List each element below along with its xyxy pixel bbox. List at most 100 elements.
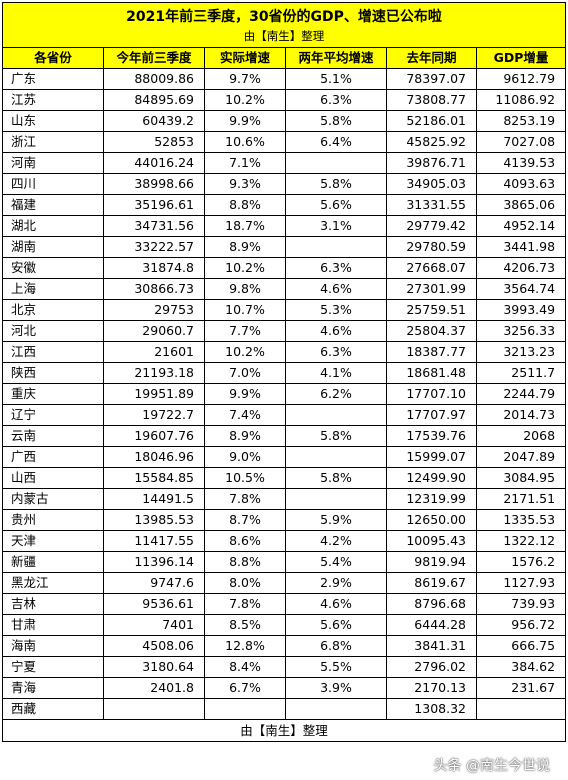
cell-province: 宁夏 [2,656,104,678]
cell-two-year-avg: 5.8% [285,467,387,489]
cell-two-year-avg: 6.2% [285,383,387,405]
cell-gdp-2020: 78397.07 [386,68,477,90]
cell-gdp-increase: 3213.23 [475,341,567,363]
cell-province: 江西 [2,341,104,363]
cell-real-growth: 8.4% [204,656,286,678]
cell-gdp-2020: 3841.31 [386,635,477,657]
cell-gdp-2021: 11396.14 [103,551,205,573]
column-header-two-year-avg: 两年平均增速 [285,47,387,69]
table-row: 天津 11417.55 8.6% 4.2% 10095.43 1322.12 [2,530,567,552]
cell-real-growth: 10.2% [204,89,286,111]
cell-two-year-avg: 5.8% [285,425,387,447]
cell-gdp-2020: 12319.99 [386,488,477,510]
cell-two-year-avg: 4.1% [285,362,387,384]
cell-gdp-2020: 1308.32 [386,698,477,720]
cell-province: 贵州 [2,509,104,531]
cell-gdp-increase: 956.72 [475,614,567,636]
cell-gdp-2021: 3180.64 [103,656,205,678]
table-row: 重庆 19951.89 9.9% 6.2% 17707.10 2244.79 [2,383,567,405]
cell-real-growth: 9.0% [204,446,286,468]
cell-gdp-increase: 1335.53 [475,509,567,531]
cell-gdp-increase: 8253.19 [475,110,567,132]
cell-province: 黑龙江 [2,572,104,594]
cell-gdp-2021: 4508.06 [103,635,205,657]
cell-real-growth: 7.1% [204,152,286,174]
cell-gdp-increase: 4139.53 [475,152,567,174]
cell-gdp-increase: 3256.33 [475,320,567,342]
table-row: 福建 35196.61 8.8% 5.6% 31331.55 3865.06 [2,194,567,216]
cell-province: 广西 [2,446,104,468]
cell-gdp-2021: 19722.7 [103,404,205,426]
cell-gdp-2021: 31874.8 [103,257,205,279]
cell-gdp-2020: 10095.43 [386,530,477,552]
table-row: 云南 19607.76 8.9% 5.8% 17539.76 2068 [2,425,567,447]
cell-two-year-avg: 5.8% [285,110,387,132]
cell-two-year-avg: 4.6% [285,278,387,300]
cell-province: 安徽 [2,257,104,279]
cell-gdp-increase: 2171.51 [475,488,567,510]
cell-two-year-avg: 5.5% [285,656,387,678]
cell-gdp-increase: 4093.63 [475,173,567,195]
watermark-text: 头条 @南生今世说 [433,758,550,774]
cell-two-year-avg: 4.2% [285,530,387,552]
cell-province: 山西 [2,467,104,489]
cell-real-growth: 7.8% [204,593,286,615]
cell-gdp-2021: 13985.53 [103,509,205,531]
cell-gdp-2021: 34731.56 [103,215,205,237]
cell-gdp-2020: 25759.51 [386,299,477,321]
cell-province: 青海 [2,677,104,699]
cell-gdp-increase: 2244.79 [475,383,567,405]
cell-real-growth [204,698,286,720]
cell-real-growth: 8.7% [204,509,286,531]
cell-gdp-increase: 384.62 [475,656,567,678]
cell-real-growth: 10.7% [204,299,286,321]
cell-real-growth: 7.4% [204,404,286,426]
cell-real-growth: 8.9% [204,425,286,447]
cell-province: 北京 [2,299,104,321]
cell-province: 湖南 [2,236,104,258]
cell-real-growth: 8.8% [204,194,286,216]
gdp-sheet: 2021年前三季度，30省份的GDP、增速已公布啦 由【南生】整理 各省份 今年… [1,2,567,742]
cell-two-year-avg: 5.8% [285,173,387,195]
cell-province: 上海 [2,278,104,300]
table-row: 湖北 34731.56 18.7% 3.1% 29779.42 4952.14 [2,215,567,237]
cell-gdp-2021 [103,698,205,720]
cell-two-year-avg: 4.6% [285,320,387,342]
cell-gdp-increase [475,698,567,720]
cell-gdp-2020: 17707.97 [386,404,477,426]
cell-province: 山东 [2,110,104,132]
table-row: 安徽 31874.8 10.2% 6.3% 27668.07 4206.73 [2,257,567,279]
cell-real-growth: 8.9% [204,236,286,258]
cell-gdp-2020: 15999.07 [386,446,477,468]
cell-gdp-2020: 17707.10 [386,383,477,405]
table-row: 江苏 84895.69 10.2% 6.3% 73808.77 11086.92 [2,89,567,111]
cell-gdp-2021: 18046.96 [103,446,205,468]
cell-gdp-2021: 30866.73 [103,278,205,300]
title-cell: 2021年前三季度，30省份的GDP、增速已公布啦 由【南生】整理 [1,2,567,48]
footer-row: 由【南生】整理 [1,719,567,742]
cell-two-year-avg [285,446,387,468]
table-row: 湖南 33222.57 8.9% 29780.59 3441.98 [2,236,567,258]
cell-gdp-2021: 15584.85 [103,467,205,489]
cell-real-growth: 9.8% [204,278,286,300]
cell-two-year-avg: 6.3% [285,341,387,363]
cell-real-growth: 10.2% [204,257,286,279]
cell-real-growth: 12.8% [204,635,286,657]
cell-gdp-increase: 1127.93 [475,572,567,594]
cell-gdp-2020: 2796.02 [386,656,477,678]
table-row: 北京 29753 10.7% 5.3% 25759.51 3993.49 [2,299,567,321]
cell-gdp-2021: 11417.55 [103,530,205,552]
cell-gdp-2020: 2170.13 [386,677,477,699]
cell-gdp-increase: 4206.73 [475,257,567,279]
header-row: 各省份 今年前三季度 实际增速 两年平均增速 去年同期 GDP增量 [2,47,567,69]
cell-province: 西藏 [2,698,104,720]
table-row: 吉林 9536.61 7.8% 4.6% 8796.68 739.93 [2,593,567,615]
watermark: 头条 @南生今世说 [0,752,568,780]
table-row: 山东 60439.2 9.9% 5.8% 52186.01 8253.19 [2,110,567,132]
cell-gdp-2021: 35196.61 [103,194,205,216]
cell-province: 陕西 [2,362,104,384]
cell-province: 江苏 [2,89,104,111]
cell-two-year-avg: 6.3% [285,257,387,279]
cell-gdp-2020: 6444.28 [386,614,477,636]
cell-gdp-increase: 666.75 [475,635,567,657]
